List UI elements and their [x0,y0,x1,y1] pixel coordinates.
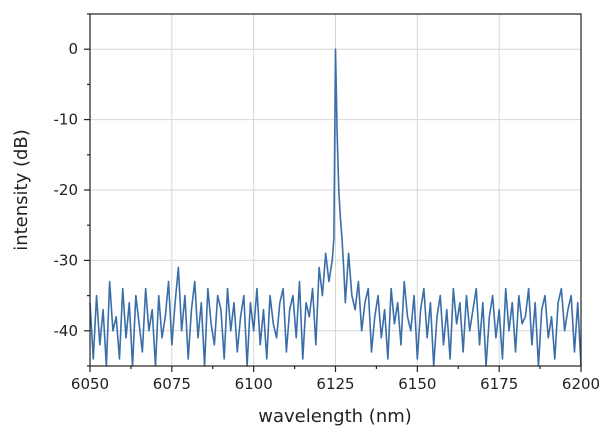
y-axis-title: intensity (dB) [11,129,32,251]
x-tick-label: 6050 [71,375,109,393]
y-tick-label: 0 [68,40,78,58]
y-axis: 0 -10 -20 -30 -40 [54,13,90,367]
y-tick-label: -30 [54,251,79,269]
x-tick-label: 6075 [153,375,191,393]
x-tick-label: 6200 [562,375,600,393]
x-axis: 6050 6075 6100 6125 6150 6175 6200 [71,366,600,393]
y-tick-label: -10 [54,111,79,129]
y-tick-label: -40 [54,322,79,340]
series-line-intensity [89,48,582,367]
x-tick-label: 6150 [398,375,436,393]
x-tick-label: 6175 [480,375,518,393]
x-axis-title: wavelength (nm) [258,406,412,427]
y-tick-label: -20 [54,181,79,199]
x-tick-label: 6100 [235,375,273,393]
x-tick-label: 6125 [316,375,354,393]
